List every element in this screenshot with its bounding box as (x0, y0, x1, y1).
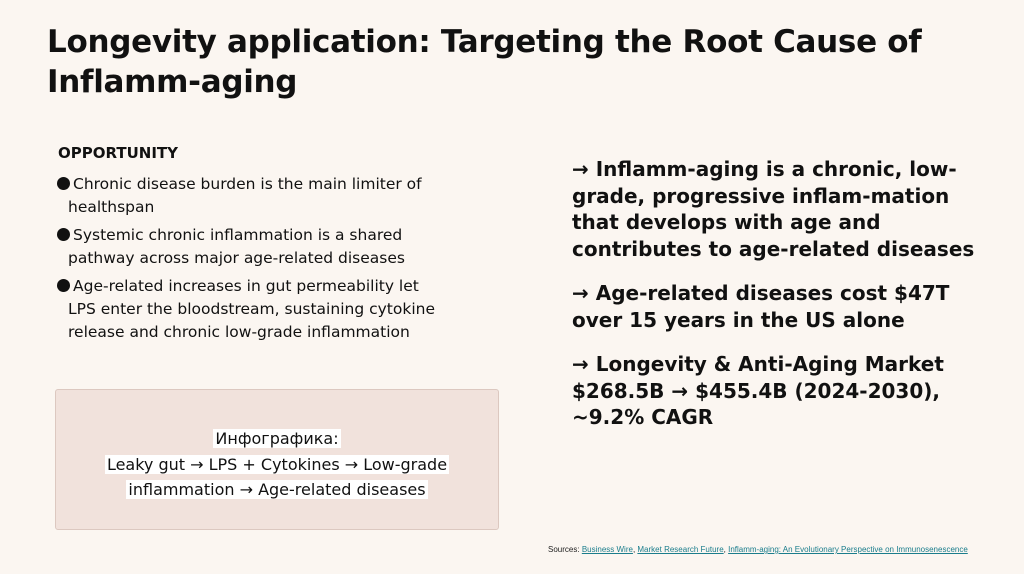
sources-footer: Sources: Business Wire, Market Research … (548, 545, 968, 554)
opportunity-section: OPPORTUNITY Chronic disease burden is th… (57, 143, 438, 349)
source-link-market-research-future[interactable]: Market Research Future (637, 545, 724, 554)
infographic-label: Инфографика: (213, 429, 341, 448)
fact-disease-cost: → Age-related diseases cost $47T over 15… (572, 281, 950, 332)
source-link-business-wire[interactable]: Business Wire (581, 545, 633, 554)
slide-title: Longevity application: Targeting the Roo… (47, 24, 922, 100)
list-item: Chronic disease burden is the main limit… (57, 173, 438, 219)
bullet-icon (57, 177, 70, 190)
infographic-line: Leaky gut → LPS + Cytokines → Low-grade (104, 454, 450, 474)
fact-inflamm-aging: → Inflamm-aging is a chronic, low-grade,… (572, 157, 975, 261)
bullet-text: Age-related increases in gut permeabilit… (68, 277, 435, 341)
list-item: Age-related increases in gut permeabilit… (57, 275, 438, 344)
sources-label: Sources: (548, 545, 580, 554)
bullet-text: Chronic disease burden is the main limit… (68, 175, 422, 216)
fact-market-size: → Longevity & Anti-Aging Market $268.5B … (572, 352, 944, 429)
infographic-text: Инфографика: Leaky gut → LPS + Cytokines… (56, 426, 498, 503)
source-link-inflamm-aging-paper[interactable]: Inflamm-aging: An Evolutionary Perspecti… (728, 545, 968, 554)
opportunity-heading: OPPORTUNITY (58, 144, 179, 162)
list-item: Systemic chronic inflammation is a share… (57, 224, 438, 270)
bullet-icon (57, 279, 70, 292)
bullet-icon (57, 228, 70, 241)
key-facts: → Inflamm-aging is a chronic, low-grade,… (572, 156, 992, 449)
bullet-text: Systemic chronic inflammation is a share… (68, 226, 405, 267)
infographic-placeholder: Инфографика: Leaky gut → LPS + Cytokines… (55, 389, 499, 530)
opportunity-list: Chronic disease burden is the main limit… (57, 173, 438, 344)
infographic-line: inflammation → Age-related diseases (126, 480, 428, 499)
